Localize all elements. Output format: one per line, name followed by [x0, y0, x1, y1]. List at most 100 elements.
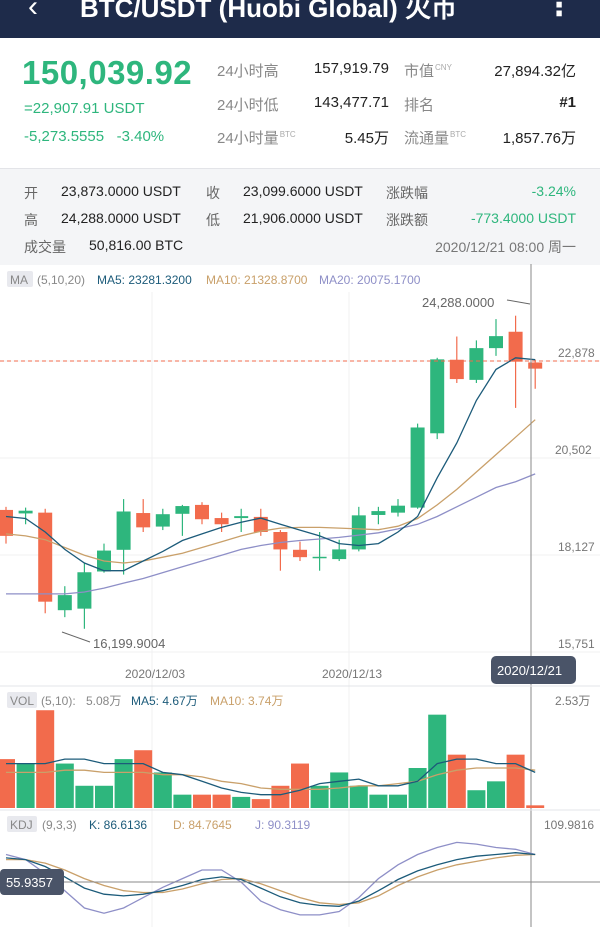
candle-body — [57, 595, 72, 611]
price-change: -5,273.5555 -3.40% — [24, 128, 164, 145]
date-axis-label: 2020/12/03 — [125, 667, 185, 681]
kdj-tag: KDJ — [10, 818, 33, 832]
kdj-d-line — [6, 853, 536, 906]
candle-body — [195, 504, 209, 520]
low-annotation: 16,199.9004 — [93, 636, 165, 651]
high-annotation: 24,288.0000 — [422, 295, 494, 310]
candle-body — [234, 516, 249, 519]
amt-label: 涨跌额 — [386, 212, 428, 228]
back-arrow-icon[interactable]: ‹ — [28, 0, 38, 23]
volume-bar — [291, 763, 309, 808]
volume-bar — [428, 714, 447, 808]
crosshair-date: 2020/12/21 — [497, 663, 562, 678]
kdj-j-line — [5, 841, 536, 916]
volume-bar — [310, 785, 329, 808]
stat-value: 157,919.79 — [313, 60, 389, 77]
vol-ma5-legend: MA5: 4.67万 — [131, 694, 198, 708]
open-label: 开 — [24, 185, 38, 201]
candle-body — [508, 331, 523, 362]
top-bar: ‹ BTC/USDT (Huobi Global) 火币 ⋮ — [0, 0, 600, 38]
stat-label: 排名 — [404, 97, 435, 114]
candle-body — [312, 556, 327, 559]
volume-bar — [467, 790, 486, 808]
volume-bar — [487, 781, 505, 808]
kdj-axis-max: 109.9816 — [544, 818, 594, 832]
vol-ma5-line — [6, 758, 536, 796]
high-label: 高 — [24, 212, 38, 228]
pct-label: 涨跌幅 — [386, 185, 428, 201]
volume-bar — [0, 759, 15, 808]
candle-body — [528, 362, 543, 369]
date-axis-label: 2020/12/13 — [322, 667, 382, 681]
change-pct: -3.40% — [116, 128, 165, 145]
candle-body — [371, 511, 386, 515]
kdj-d-legend: D: 84.7645 — [173, 818, 232, 832]
change-abs: -5,273.5555 — [24, 128, 105, 145]
candle-series — [0, 315, 543, 629]
volume-label: 成交量 — [24, 239, 66, 255]
volume-bar — [369, 794, 388, 808]
stat-value: 1,857.76万 — [502, 130, 576, 147]
candle-body — [18, 510, 33, 514]
stat-value: #1 — [559, 94, 576, 111]
candle-body — [351, 515, 366, 550]
close-label: 收 — [206, 185, 220, 201]
kdj-tag-bg — [7, 816, 37, 832]
price-axis-label: 18,127 — [558, 540, 595, 554]
stat-24h-volume: 24小时量BTC 5.45万 — [217, 127, 389, 148]
volume-value: 50,816.00 BTC — [89, 237, 184, 253]
volume-bar — [251, 799, 270, 808]
vol-ma10-line — [6, 767, 536, 790]
volume-bar — [349, 785, 368, 808]
price-axis-label: 15,751 — [558, 637, 595, 651]
candle-body — [214, 518, 229, 525]
stat-label: 24小时高 — [217, 63, 279, 80]
volume-bar — [16, 763, 35, 808]
volume-bar — [153, 772, 172, 808]
stat-value: 143,477.71 — [313, 94, 389, 111]
ma5-legend: MA5: 23281.3200 — [97, 273, 192, 287]
kdj-crosshair-value: 55.9357 — [6, 875, 53, 890]
vol-ma10-legend: MA10: 3.74万 — [210, 694, 283, 708]
ma5-line — [5, 357, 536, 572]
crosshair-date-badge — [491, 656, 576, 684]
ma-lines — [5, 357, 536, 595]
volume-bar — [212, 794, 231, 808]
vol-value: 5.08万 — [86, 694, 121, 708]
volume-bar — [389, 794, 407, 808]
volume-bar — [271, 785, 290, 808]
ma10-line — [5, 419, 536, 564]
volume-bar — [408, 768, 427, 808]
ma-tag-bg — [7, 271, 33, 287]
stat-label: 市值 — [404, 63, 435, 80]
candle-body — [116, 511, 131, 550]
candle-body — [391, 505, 405, 513]
kline-chart[interactable]: MA (5,10,20) MA5: 23281.3200 MA10: 21328… — [0, 264, 600, 927]
pct-value: -3.24% — [531, 183, 576, 199]
volume-bar — [36, 710, 55, 808]
close-value: 23,099.6000 USDT — [243, 183, 363, 199]
high-annotation-line — [506, 299, 531, 305]
volume-bar — [55, 763, 74, 808]
volume-bars — [0, 710, 545, 808]
candle-body — [253, 516, 268, 532]
more-icon[interactable]: ⋮ — [544, 0, 574, 22]
volume-bar — [75, 785, 94, 808]
ohlc-panel: 开 23,873.0000 USDT 收 23,099.6000 USDT 涨跌… — [0, 168, 600, 265]
stat-label: 24小时低 — [217, 97, 279, 114]
candle-body — [155, 514, 170, 527]
low-annotation-line — [61, 631, 91, 643]
low-label: 低 — [206, 212, 220, 228]
candle-body — [449, 359, 464, 380]
candle-body — [430, 359, 445, 434]
kdj-j-legend: J: 90.3119 — [255, 818, 310, 832]
ma-tag: MA — [10, 273, 28, 287]
stat-label: 24小时量 — [217, 130, 279, 147]
volume-bar — [95, 785, 113, 808]
candle-body — [410, 427, 425, 508]
stat-circulating: 流通量BTC 1,857.76万 — [404, 127, 576, 148]
vol-tag: VOL — [10, 694, 34, 708]
candle-body — [0, 509, 13, 536]
vol-axis-max: 2.53万 — [555, 694, 590, 708]
price-axis-label: 22,878 — [558, 346, 595, 360]
